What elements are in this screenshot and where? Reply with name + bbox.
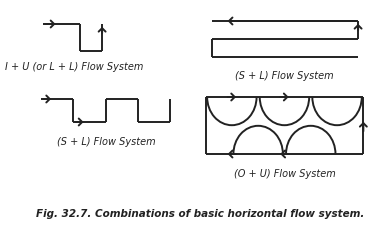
- Text: (O + U) Flow System: (O + U) Flow System: [233, 169, 335, 179]
- Text: (S + L) Flow System: (S + L) Flow System: [57, 137, 156, 147]
- Text: (S + L) Flow System: (S + L) Flow System: [235, 71, 334, 81]
- Text: Fig. 32.7. Combinations of basic horizontal flow system.: Fig. 32.7. Combinations of basic horizon…: [36, 209, 364, 219]
- Text: I + U (or L + L) Flow System: I + U (or L + L) Flow System: [5, 62, 143, 72]
